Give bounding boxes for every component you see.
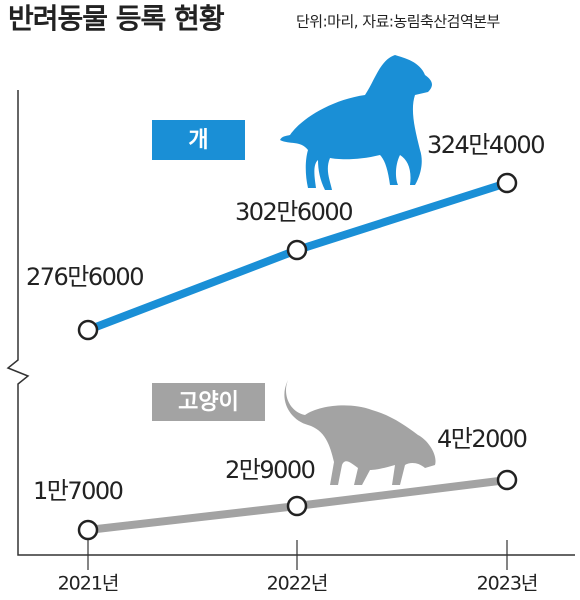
chart-subtitle: 단위:마리, 자료:농림축산검역본부 <box>296 13 501 31</box>
point <box>77 519 99 541</box>
axis <box>6 90 575 556</box>
cat-icon <box>284 380 436 485</box>
dog-icon <box>280 55 432 190</box>
x-tick-label: 2023년 <box>477 573 538 595</box>
point <box>286 495 308 517</box>
data-label: 1만7000 <box>33 477 123 505</box>
point <box>77 319 99 341</box>
legend-box <box>152 120 245 160</box>
data-label: 324만4000 <box>427 131 544 159</box>
data-label: 302만6000 <box>235 198 352 226</box>
point <box>496 469 518 491</box>
point <box>286 239 308 261</box>
x-tick-label: 2021년 <box>58 573 119 595</box>
x-tick-label: 2022년 <box>267 573 328 595</box>
data-label: 2만9000 <box>225 456 315 484</box>
data-label: 4만2000 <box>437 425 527 453</box>
legend-box <box>152 383 265 421</box>
legend-label: 고양이 <box>178 390 239 415</box>
legend-label: 개 <box>188 128 208 153</box>
data-label: 276만6000 <box>26 263 143 291</box>
point <box>496 172 518 194</box>
chart-title: 반려동물 등록 현황 <box>8 2 225 35</box>
